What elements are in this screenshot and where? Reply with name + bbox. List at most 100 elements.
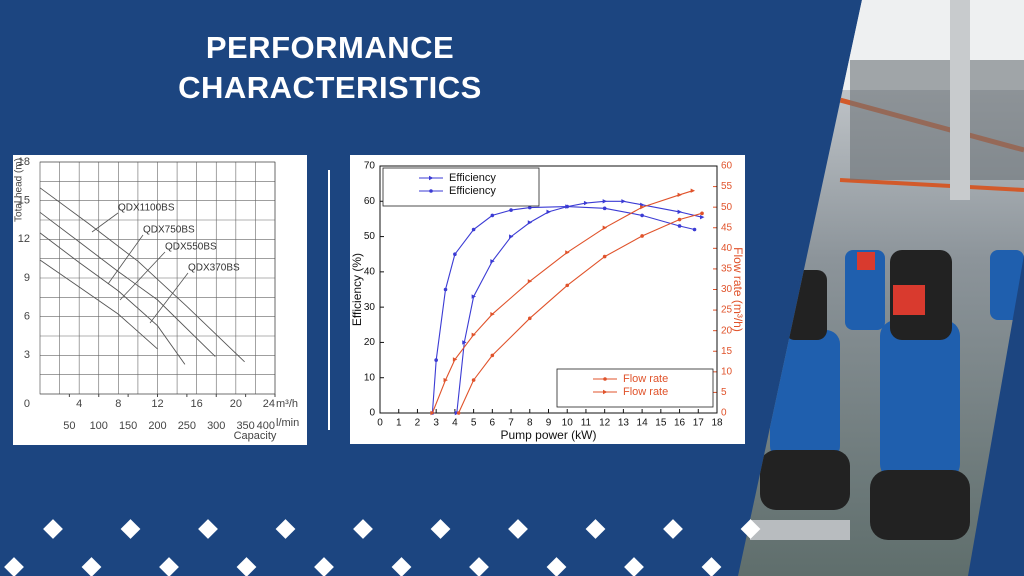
marker	[690, 188, 696, 193]
series-label: QDX370BS	[188, 263, 240, 274]
diamond	[43, 519, 63, 539]
factory-photo	[738, 0, 1024, 576]
marker	[471, 227, 476, 232]
x2-tick-label: 300	[207, 420, 225, 432]
legend-marker	[603, 389, 608, 395]
x2-tick-label: 250	[178, 420, 196, 432]
y2-tick-label: 50	[721, 202, 733, 213]
marker	[443, 287, 448, 292]
y-tick-label: 3	[24, 349, 30, 361]
marker	[677, 224, 682, 228]
marker	[565, 250, 570, 255]
diamond	[508, 519, 528, 539]
series-line	[39, 232, 186, 365]
x-tick-label: 13	[618, 418, 630, 429]
x-tick-label: 0	[377, 418, 383, 429]
marker	[700, 214, 705, 220]
marker	[692, 227, 697, 232]
x-tick-label: 6	[490, 418, 496, 429]
photo-stripe	[968, 255, 1024, 576]
marker	[527, 316, 532, 321]
annotation-leader	[119, 251, 166, 301]
marker	[602, 254, 607, 259]
decoration	[4, 519, 761, 576]
marker	[490, 213, 495, 218]
x2-unit: l/min	[276, 417, 299, 429]
marker	[677, 192, 682, 198]
x-tick-label: 17	[693, 418, 705, 429]
diamond	[740, 519, 761, 539]
legend-label: Flow rate	[623, 386, 668, 398]
x-tick-label: 8	[527, 418, 533, 429]
series-label: QDX1100BS	[118, 203, 175, 214]
y-axis-title: Total head (m)	[14, 158, 25, 222]
slide-title: PERFORMANCE CHARACTERISTICS	[178, 30, 482, 105]
x-tick-label: 16	[191, 398, 203, 410]
marker	[443, 377, 448, 383]
marker	[583, 200, 589, 206]
y-tick-label: 30	[364, 302, 376, 313]
diamond	[236, 557, 257, 576]
marker	[430, 410, 435, 416]
marker	[565, 283, 570, 288]
marker	[453, 252, 457, 257]
series-label: QDX550BS	[165, 242, 217, 253]
y2-tick-label: 20	[721, 325, 733, 336]
x-tick-label: 12	[151, 398, 163, 410]
y2-tick-label: 35	[721, 264, 733, 275]
y2-tick-label: 15	[721, 346, 733, 357]
x-tick-label: 14	[637, 418, 649, 429]
marker	[602, 225, 608, 230]
marker	[471, 332, 477, 337]
x-tick-label: 4	[76, 398, 82, 410]
y2-tick-label: 40	[721, 243, 733, 254]
x-tick-label: 20	[230, 398, 242, 410]
diamond	[81, 557, 102, 576]
marker	[621, 199, 626, 204]
series-line	[39, 211, 216, 357]
annotation-leader	[107, 234, 144, 285]
y-tick-label: 15	[18, 195, 30, 207]
y-tick-label: 10	[364, 372, 376, 383]
legend-label: Efficiency	[449, 185, 496, 197]
x-tick-label: 7	[508, 418, 514, 429]
marker	[602, 206, 607, 211]
x-tick-label: 24	[263, 398, 275, 410]
y-tick-label: 20	[364, 337, 376, 348]
diamond	[275, 519, 296, 539]
diamond	[430, 519, 451, 539]
y2-tick-label: 25	[721, 305, 733, 316]
marker	[509, 208, 513, 212]
marker	[471, 378, 476, 382]
y-tick-label: 9	[24, 272, 30, 284]
y2-tick-label: 30	[721, 284, 733, 295]
marker	[602, 199, 608, 204]
y2-axis-title: Flow rate (m³/h)	[731, 247, 745, 332]
x2-tick-label: 350	[236, 420, 254, 432]
y2-tick-label: 10	[721, 366, 733, 377]
x-axis-title: Capacity	[234, 430, 277, 442]
marker	[546, 209, 551, 215]
y2-tick-label: 45	[721, 222, 733, 233]
plot-frame	[379, 165, 718, 414]
diamond	[546, 557, 567, 576]
legend-label: Efficiency	[449, 172, 496, 184]
x-tick-label: 5	[471, 418, 477, 429]
x-tick-label: 9	[546, 418, 552, 429]
x2-tick-label: 150	[119, 420, 137, 432]
marker	[509, 234, 514, 239]
marker	[640, 234, 644, 238]
annotation-leader	[149, 272, 189, 324]
y-tick-label: 18	[18, 156, 30, 168]
diamond	[4, 557, 24, 576]
plot-frame	[39, 161, 276, 395]
diamond	[469, 557, 489, 576]
x-tick-label: 10	[562, 418, 574, 429]
marker	[640, 213, 644, 218]
x-tick-label: 8	[115, 398, 121, 410]
x-tick-label: 15	[655, 418, 667, 429]
marker	[452, 357, 458, 362]
